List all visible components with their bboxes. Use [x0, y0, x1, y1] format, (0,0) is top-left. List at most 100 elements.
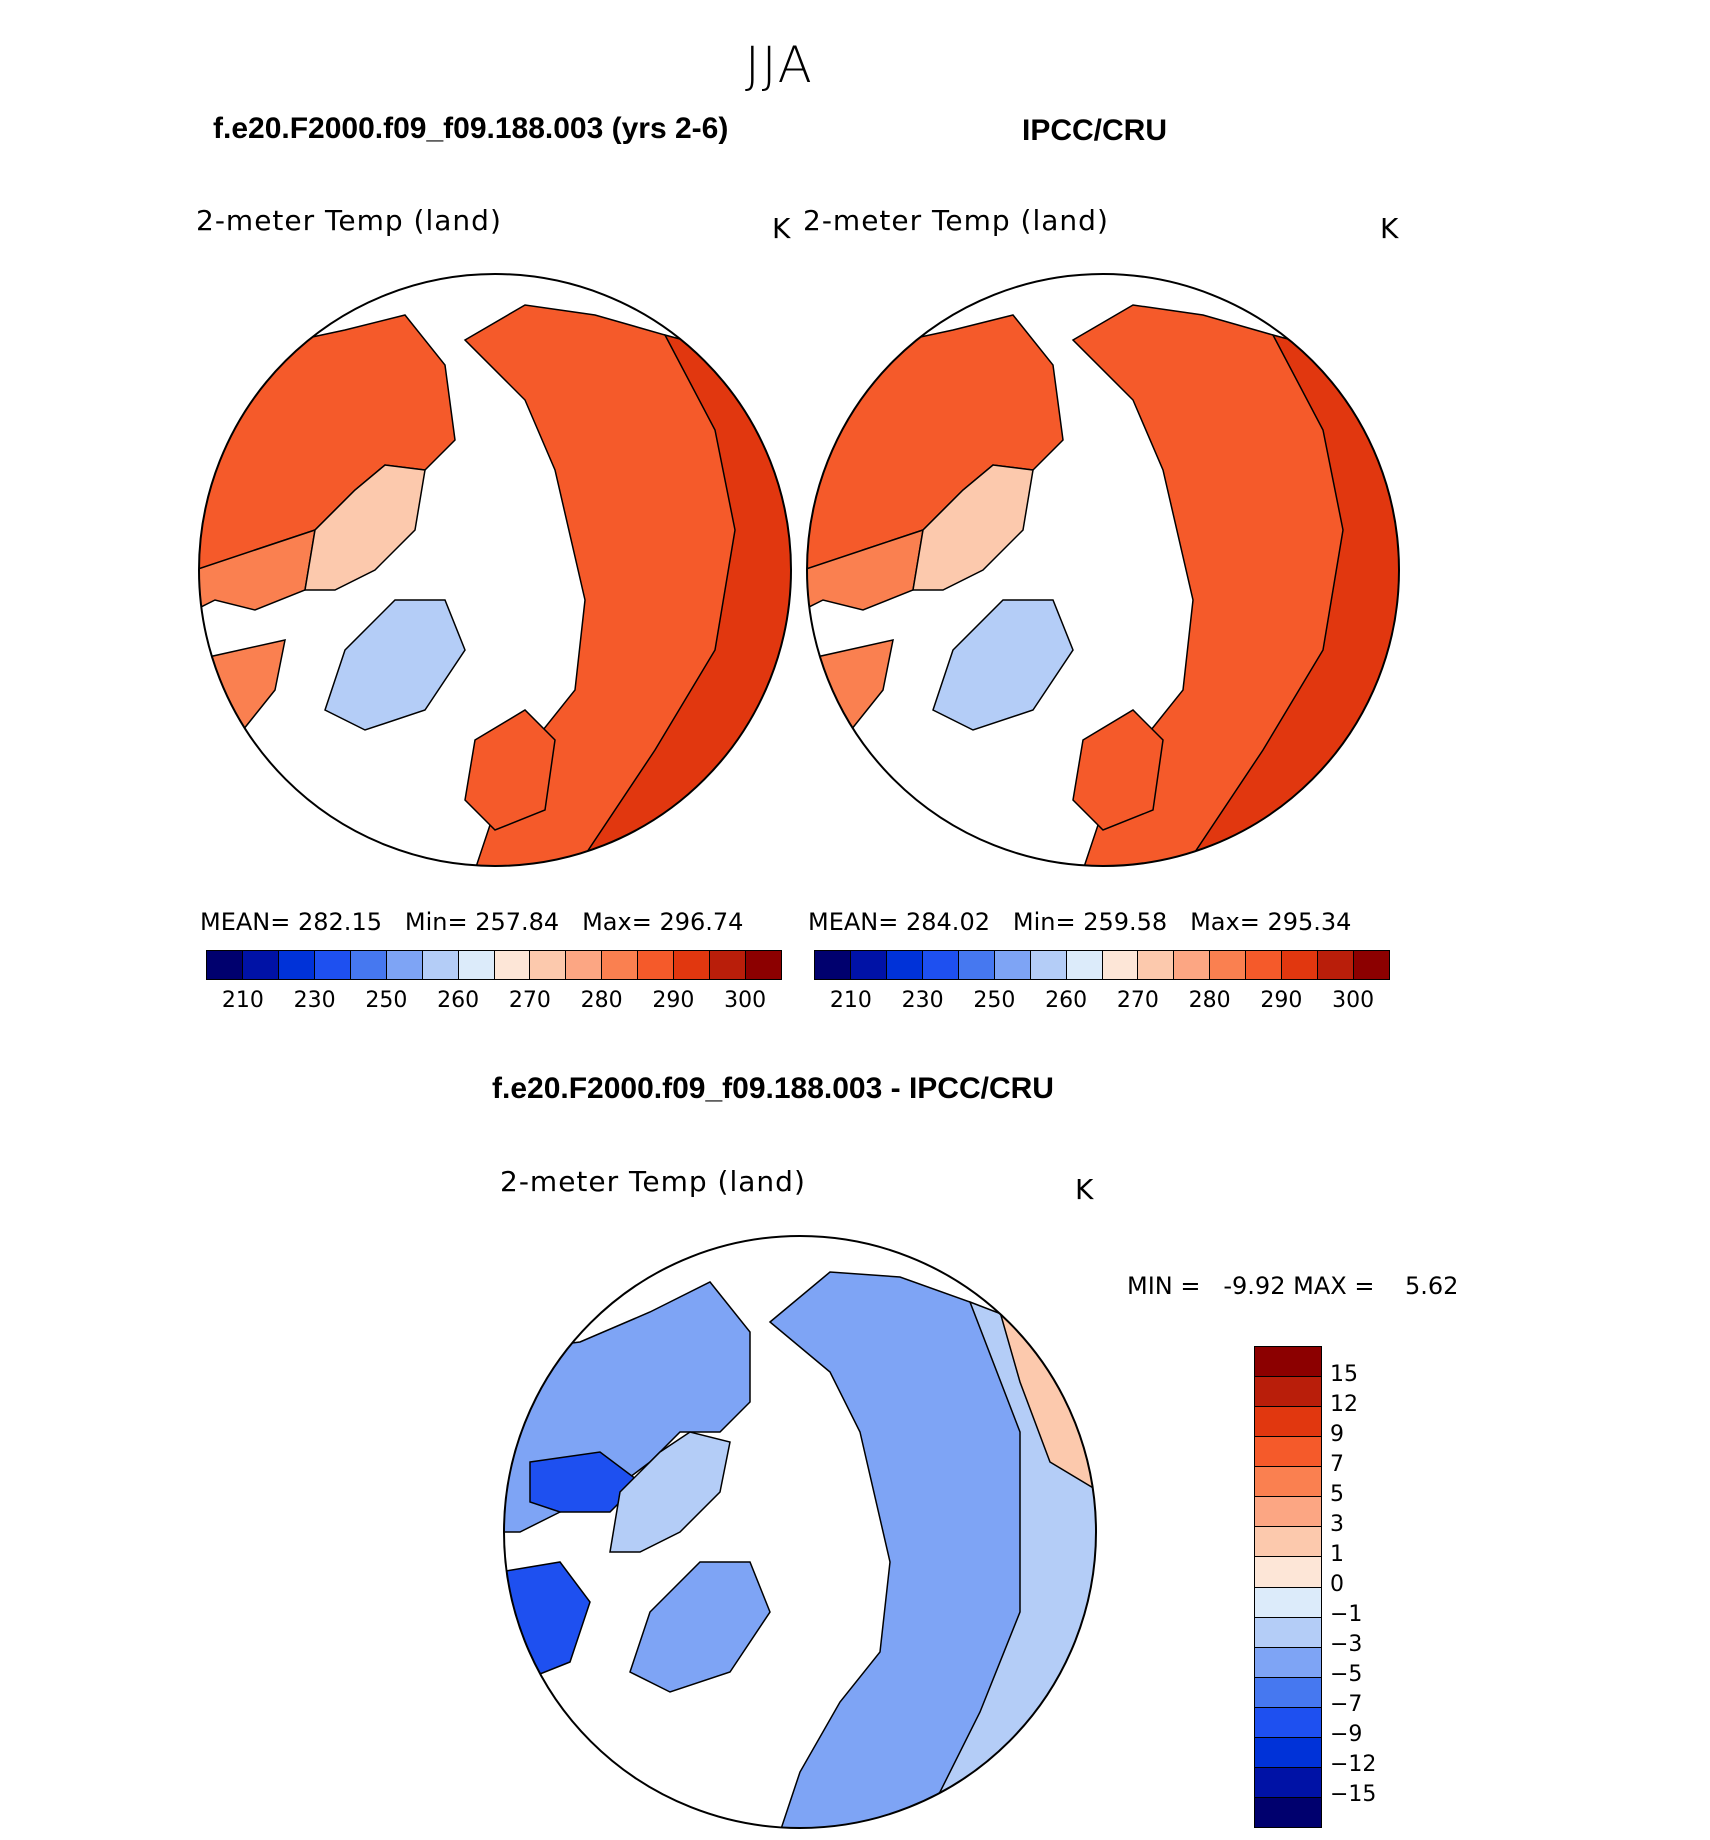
colorbar-tick-label: 280 [580, 988, 623, 1013]
colorbar-swatch [1318, 951, 1355, 979]
obs-polar-map [806, 273, 1400, 867]
model-colorbar [206, 950, 782, 980]
colorbar-swatch [207, 951, 243, 979]
colorbar-swatch [1255, 1347, 1321, 1378]
colorbar-swatch [350, 951, 387, 979]
colorbar-swatch [242, 951, 279, 979]
colorbar-tick-label: 250 [365, 988, 408, 1013]
colorbar-swatch [1066, 951, 1103, 979]
colorbar-swatch [1255, 1437, 1321, 1468]
diff-units-label: K [1075, 1173, 1095, 1206]
colorbar-swatch [850, 951, 887, 979]
colorbar-tick-label: −15 [1330, 1782, 1377, 1807]
colorbar-tick-label: 260 [437, 988, 480, 1013]
model-region-scandinavia [464, 709, 556, 831]
colorbar-swatch [386, 951, 423, 979]
colorbar-swatch [1030, 951, 1067, 979]
colorbar-tick-label: 280 [1188, 988, 1231, 1013]
colorbar-swatch [1255, 1617, 1321, 1648]
colorbar-swatch [1210, 951, 1247, 979]
colorbar-tick-label: 250 [973, 988, 1016, 1013]
diff-max-value: 5.62 [1404, 1272, 1459, 1300]
colorbar-swatch [1255, 1647, 1321, 1678]
model-mean-value: 282.15 [298, 908, 382, 936]
diff-max-label: MAX = [1293, 1272, 1375, 1300]
colorbar-swatch [1255, 1737, 1321, 1768]
obs-mean-value: 284.02 [906, 908, 990, 936]
colorbar-tick-label: −1 [1330, 1602, 1363, 1627]
obs-region-scandinavia [1072, 709, 1164, 831]
model-units-label: K [772, 212, 792, 245]
colorbar-tick-label: 12 [1330, 1392, 1358, 1417]
colorbar-swatch [1255, 1677, 1321, 1708]
colorbar-swatch [674, 951, 711, 979]
colorbar-tick-label: 300 [724, 988, 767, 1013]
obs-map-border [806, 273, 1400, 867]
colorbar-swatch [422, 951, 459, 979]
colorbar-tick-label: 9 [1330, 1422, 1344, 1447]
colorbar-swatch [1282, 951, 1319, 979]
obs-region-arctic-archipelago [912, 464, 1034, 591]
colorbar-tick-label: −9 [1330, 1722, 1363, 1747]
colorbar-tick-label: 230 [293, 988, 336, 1013]
colorbar-tick-label: 7 [1330, 1452, 1344, 1477]
colorbar-swatch [1255, 1407, 1321, 1438]
obs-min-value: 259.58 [1083, 908, 1168, 936]
season-title: JJA [745, 36, 814, 94]
colorbar-swatch [710, 951, 747, 979]
colorbar-tick-label: −5 [1330, 1662, 1363, 1687]
diff-polar-map [503, 1235, 1097, 1829]
model-variable-label: 2-meter Temp (land) [196, 204, 502, 237]
colorbar-swatch [638, 951, 675, 979]
model-max-value: 296.74 [659, 908, 744, 936]
colorbar-swatch [566, 951, 603, 979]
colorbar-tick-label: 300 [1332, 988, 1375, 1013]
colorbar-swatch [1255, 1587, 1321, 1618]
diff-min-value: -9.92 [1223, 1272, 1286, 1300]
colorbar-tick-label: 15 [1330, 1362, 1358, 1387]
obs-mean-label: MEAN= [808, 908, 899, 936]
colorbar-swatch [994, 951, 1031, 979]
colorbar-swatch [1138, 951, 1175, 979]
colorbar-swatch [530, 951, 567, 979]
colorbar-tick-label: 270 [1116, 988, 1159, 1013]
model-map-border [198, 273, 792, 867]
colorbar-tick-label: 5 [1330, 1482, 1344, 1507]
colorbar-tick-label: 210 [829, 988, 872, 1013]
colorbar-tick-label: 210 [221, 988, 264, 1013]
obs-stats: MEAN= 284.02 Min= 259.58 Max= 295.34 [808, 908, 1351, 936]
colorbar-tick-label: −12 [1330, 1752, 1377, 1777]
diff-region-greenland [629, 1561, 771, 1693]
model-region-greenland [324, 599, 466, 731]
obs-max-value: 295.34 [1267, 908, 1352, 936]
model-min-label: Min= [404, 908, 468, 936]
model-panel-title: f.e20.F2000.f09_f09.188.003 (yrs 2-6) [213, 112, 729, 145]
colorbar-swatch [886, 951, 923, 979]
model-min-value: 257.84 [475, 908, 560, 936]
model-mean-label: MEAN= [200, 908, 291, 936]
diff-colorbar [1254, 1346, 1322, 1828]
colorbar-tick-label: 270 [508, 988, 551, 1013]
colorbar-swatch [1246, 951, 1283, 979]
obs-units-label: K [1380, 212, 1400, 245]
colorbar-swatch [314, 951, 351, 979]
obs-variable-label: 2-meter Temp (land) [803, 204, 1109, 237]
diff-panel-title: f.e20.F2000.f09_f09.188.003 - IPCC/CRU [492, 1072, 1054, 1105]
diff-region-hudson [529, 1451, 642, 1513]
colorbar-swatch [278, 951, 315, 979]
colorbar-swatch [922, 951, 959, 979]
colorbar-swatch [1255, 1557, 1321, 1588]
colorbar-swatch [1354, 951, 1389, 979]
obs-min-label: Min= [1012, 908, 1076, 936]
model-polar-map [198, 273, 792, 867]
model-region-arctic-archipelago [304, 464, 426, 591]
diff-stats: MIN = -9.92 MAX = 5.62 [1127, 1272, 1458, 1300]
colorbar-tick-label: 290 [1260, 988, 1303, 1013]
colorbar-swatch [1255, 1377, 1321, 1408]
colorbar-tick-label: 260 [1045, 988, 1088, 1013]
colorbar-swatch [602, 951, 639, 979]
colorbar-tick-label: 230 [901, 988, 944, 1013]
diff-region-archipelago [609, 1431, 731, 1553]
obs-region-greenland [932, 599, 1074, 731]
colorbar-swatch [1255, 1527, 1321, 1558]
